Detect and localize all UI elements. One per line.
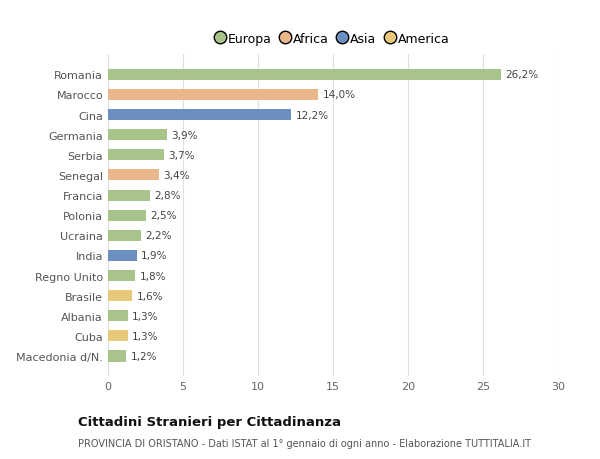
Text: 1,3%: 1,3% — [132, 311, 158, 321]
Text: 1,2%: 1,2% — [131, 351, 157, 361]
Bar — [108, 130, 167, 141]
Text: 2,8%: 2,8% — [155, 190, 181, 201]
Text: 1,9%: 1,9% — [141, 251, 167, 261]
Text: 1,8%: 1,8% — [139, 271, 166, 281]
Text: 2,2%: 2,2% — [146, 231, 172, 241]
Text: 2,5%: 2,5% — [150, 211, 176, 221]
Bar — [108, 70, 501, 81]
Bar — [108, 110, 291, 121]
Text: 3,7%: 3,7% — [168, 151, 194, 161]
Text: 12,2%: 12,2% — [296, 110, 329, 120]
Text: 1,3%: 1,3% — [132, 331, 158, 341]
Bar — [108, 210, 146, 221]
Bar — [108, 291, 132, 302]
Text: 3,4%: 3,4% — [163, 171, 190, 180]
Bar — [108, 330, 128, 341]
Text: Cittadini Stranieri per Cittadinanza: Cittadini Stranieri per Cittadinanza — [78, 415, 341, 428]
Text: 3,9%: 3,9% — [171, 130, 197, 140]
Bar — [108, 90, 318, 101]
Text: 14,0%: 14,0% — [323, 90, 355, 100]
Bar — [108, 250, 137, 262]
Bar — [108, 190, 150, 201]
Bar — [108, 170, 159, 181]
Text: 1,6%: 1,6% — [137, 291, 163, 301]
Bar — [108, 270, 135, 281]
Legend: Europa, Africa, Asia, America: Europa, Africa, Asia, America — [213, 29, 453, 50]
Bar — [108, 311, 128, 322]
Bar — [108, 150, 163, 161]
Bar — [108, 230, 141, 241]
Text: 26,2%: 26,2% — [505, 70, 539, 80]
Bar — [108, 351, 126, 362]
Text: PROVINCIA DI ORISTANO - Dati ISTAT al 1° gennaio di ogni anno - Elaborazione TUT: PROVINCIA DI ORISTANO - Dati ISTAT al 1°… — [78, 438, 531, 448]
